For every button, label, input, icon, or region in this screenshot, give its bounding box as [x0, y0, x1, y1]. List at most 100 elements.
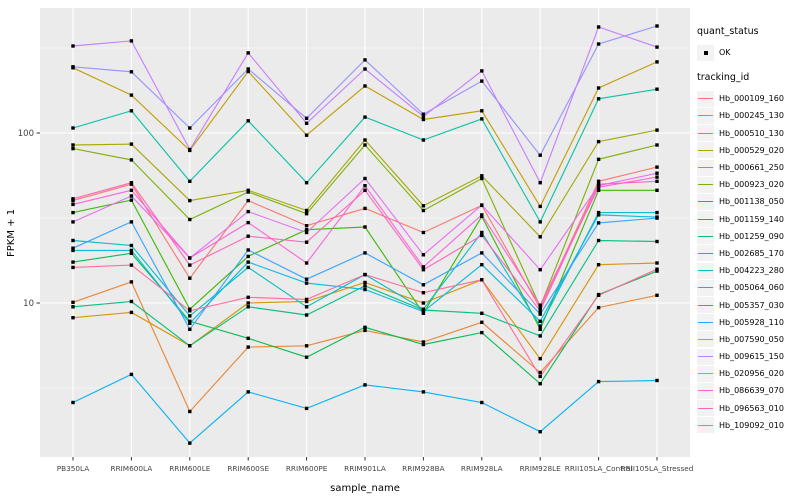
data-point [129, 194, 134, 198]
data-point [655, 239, 659, 244]
data-point [246, 305, 250, 309]
data-point [596, 293, 601, 297]
data-point [596, 379, 601, 384]
legend-key-box [697, 262, 714, 279]
data-point [246, 234, 250, 238]
data-point [363, 138, 367, 142]
data-point [71, 265, 75, 270]
data-point [363, 251, 367, 255]
legend-key-box [697, 245, 714, 262]
legend-item-label: Hb_002685_170 [719, 248, 784, 258]
data-point [480, 400, 484, 405]
series-color-swatch [698, 287, 713, 289]
data-point [246, 119, 250, 123]
data-point [538, 181, 542, 185]
data-point [655, 143, 659, 147]
data-point [596, 188, 601, 192]
data-point [71, 126, 75, 130]
series-color-swatch [698, 321, 713, 323]
data-point [71, 248, 75, 253]
legend-item-label: Hb_000245_130 [719, 111, 784, 121]
data-point [246, 198, 250, 203]
data-point [655, 60, 659, 64]
legend-item-Hb_000109_160: Hb_000109_160 [697, 90, 800, 107]
legend-item-label: Hb_020956_020 [719, 369, 784, 379]
series-color-swatch [698, 356, 713, 358]
legend-title-tracking-id: tracking_id [697, 72, 750, 84]
legend-item-label: Hb_000923_020 [719, 180, 784, 190]
data-point [421, 309, 426, 314]
legend-item-Hb_000245_130: Hb_000245_130 [697, 107, 800, 124]
data-point [480, 251, 484, 255]
data-point [246, 248, 250, 252]
series-color-swatch [698, 407, 713, 409]
legend-key-box [697, 331, 714, 348]
series-color-swatch [698, 115, 713, 117]
x-tick-label: RRIM600PE [286, 464, 328, 473]
data-point [655, 188, 659, 192]
data-point [421, 283, 426, 287]
y-axis-title: FPKM + 1 [6, 208, 17, 257]
series-color-swatch [698, 98, 713, 100]
data-point [188, 147, 192, 152]
data-point [655, 216, 659, 220]
data-point [421, 265, 426, 269]
data-point [596, 25, 601, 29]
legend-title-quant-status: quant_status [697, 26, 759, 37]
legend-key-box [697, 211, 714, 228]
legend-key-box [697, 176, 714, 193]
data-point [304, 116, 309, 120]
data-point [129, 93, 134, 97]
data-point [480, 320, 484, 324]
legend-item-Hb_020956_020: Hb_020956_020 [697, 365, 800, 382]
data-point [188, 327, 192, 331]
data-point [655, 378, 659, 383]
data-point [655, 128, 659, 132]
tracking-id-legend: tracking_id Hb_000109_160 Hb_000245_130 Hb… [697, 72, 800, 434]
data-point [304, 305, 309, 309]
data-point [71, 400, 75, 405]
data-point [480, 330, 484, 335]
legend-item-Hb_009615_150: Hb_009615_150 [697, 348, 800, 365]
data-point [71, 246, 75, 250]
data-point [363, 328, 367, 333]
data-point [480, 278, 484, 282]
legend-key-box [697, 314, 714, 331]
legend-key-box [697, 159, 714, 176]
data-point [363, 206, 367, 211]
legend-item-label: Hb_000510_130 [719, 128, 784, 138]
data-point [188, 314, 192, 318]
series-color-swatch [698, 235, 713, 237]
axes: 10 100 PB350LA RRIM600LA RRIM600LE RRIM600SE R… [18, 129, 694, 473]
data-point [538, 312, 542, 316]
series-color-swatch [698, 167, 713, 169]
data-point [538, 220, 542, 224]
legend-item-Hb_096563_010: Hb_096563_010 [697, 400, 800, 417]
data-point [421, 342, 426, 347]
data-point [129, 280, 134, 284]
legend-item-label: Hb_007590_050 [719, 334, 784, 344]
data-point [304, 181, 309, 185]
data-point [538, 268, 542, 272]
data-point [655, 293, 659, 297]
data-point [246, 220, 250, 225]
data-point [596, 139, 601, 144]
legend-item-Hb_001259_090: Hb_001259_090 [697, 228, 800, 245]
data-point [188, 126, 192, 130]
data-point [538, 235, 542, 239]
data-point [71, 202, 75, 207]
data-point [363, 284, 367, 288]
legend-item-label: Hb_096563_010 [719, 403, 784, 413]
data-point [421, 112, 426, 116]
legend-item-Hb_007590_050: Hb_007590_050 [697, 331, 800, 348]
data-point [129, 251, 134, 255]
data-point [304, 228, 309, 232]
data-point [655, 261, 659, 265]
data-point [246, 295, 250, 299]
legend-key-box [697, 193, 714, 210]
data-point [538, 334, 542, 338]
data-point [596, 86, 601, 90]
data-point [538, 382, 542, 386]
data-point [480, 109, 484, 113]
data-point [304, 313, 309, 317]
